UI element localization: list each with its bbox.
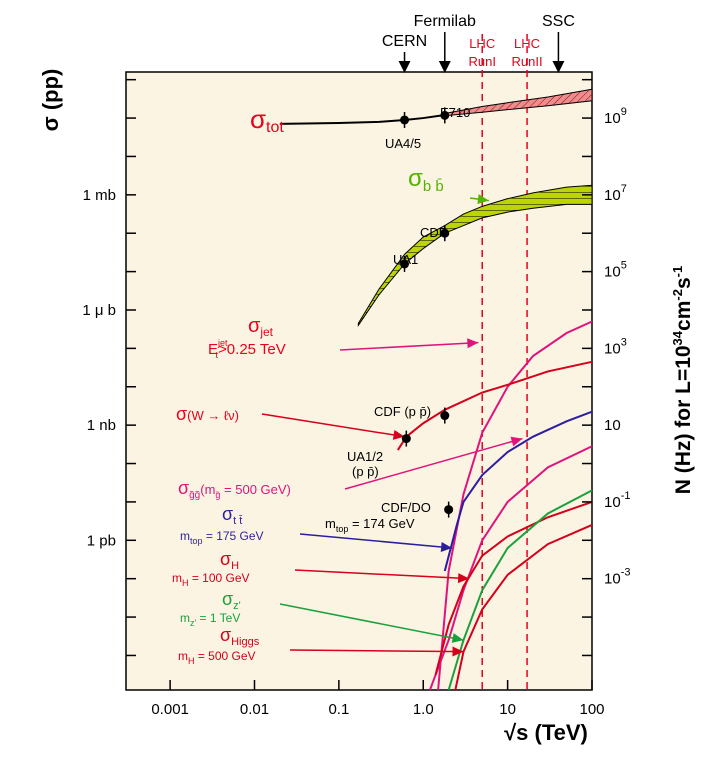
x-tick-label-3: 0.1 <box>328 701 349 718</box>
label-ua1-bb: UA1 <box>393 252 418 267</box>
arrow-tt-line <box>299 533 453 549</box>
label-ua12-2: (p p̄) <box>352 464 379 479</box>
data-points <box>400 107 454 518</box>
label-mtop-175: mtop = 175 GeV <box>180 529 264 546</box>
label-sigma-bb: σb b̄ <box>408 165 444 195</box>
y-right-tick-label-2: 107 <box>604 183 627 204</box>
label-mh-100: mH = 100 GeV <box>172 571 250 588</box>
y-left-tick-label-3: 1 nb <box>87 417 116 434</box>
x-tick-label-5: 10 <box>499 701 516 718</box>
label-sigma-gg: σg̃g̃(mg̃ = 500 GeV) <box>178 478 291 501</box>
data-point-2 <box>440 110 450 120</box>
data-point-1 <box>400 115 410 125</box>
arrow-w-head <box>392 429 405 440</box>
series-group <box>279 88 593 691</box>
arrow-w-line <box>261 413 405 438</box>
arrow-z-line <box>279 603 464 641</box>
data-point-6 <box>401 434 411 444</box>
y-left-tick-label-2: 1 μ b <box>82 302 116 319</box>
label-sigma-higgs: σHiggs <box>220 625 260 648</box>
series-band--tot-band <box>444 88 593 117</box>
arrow-jet-line <box>339 341 479 351</box>
x-tick-label-6: 100 <box>579 701 604 718</box>
lhc-run-label-2: RunII <box>512 54 543 69</box>
y-right-tick-label-5: 10 <box>604 417 621 434</box>
y-right-tick-label-6: 10-1 <box>604 490 630 511</box>
top-marker-label-1: CERN <box>382 33 427 50</box>
y-left-ticks: 1 mb 1 μ b 1 nb 1 pb <box>82 78 136 657</box>
label-jet-cut: Ejet t>0.25 TeV <box>208 338 286 360</box>
lhc-label-2: LHC <box>514 36 540 51</box>
data-point-3 <box>400 259 410 269</box>
label-sigma-tot: σtot <box>250 104 284 136</box>
data-point-7 <box>444 505 454 515</box>
arrow-h-line <box>294 569 470 580</box>
x-tick-label-1: 0.001 <box>151 701 189 718</box>
series-line--tot <box>279 114 445 125</box>
y2-axis-title: N (Hz) for L=1034cm-2s-1 <box>670 266 695 494</box>
label-cdf-do-2: mtop = 174 GeV <box>325 516 415 534</box>
arrow-tt-head <box>440 541 453 552</box>
x-tick-label-4: 1.0 <box>413 701 434 718</box>
lhc-run-label-1: RunI <box>468 54 495 69</box>
label-cdf-do-1: CDF/DO <box>381 500 431 515</box>
x-axis-title: √s (TeV) <box>504 720 588 745</box>
arrow-bb-head <box>477 194 489 205</box>
x-tick-label-2: 0.01 <box>240 701 269 718</box>
arrow-gg-line <box>344 437 523 490</box>
data-point-4 <box>440 228 450 238</box>
label-ua12-1: UA1/2 <box>347 449 383 464</box>
label-e710: E710 <box>440 105 470 120</box>
y-right-ticks: 109 107 105 103 10 10-1 10-3 <box>582 78 630 657</box>
y-right-tick-label-4: 103 <box>604 336 627 357</box>
arrow-z-head <box>451 633 464 643</box>
y-right-tick-label-3: 105 <box>604 260 627 281</box>
label-mz-1: mz' = 1 TeV <box>180 611 240 628</box>
x-ticks: 0.001 0.01 0.1 1.0 10 100 <box>151 680 605 718</box>
arrow-jet-head <box>467 338 479 349</box>
series-line--higgs-m-h-500-gev- <box>454 524 593 691</box>
label-sigma-z: σz' <box>222 589 241 612</box>
label-sigma-tt: σt t̄ <box>222 504 243 527</box>
y-right-tick-label-7: 10-3 <box>604 567 630 588</box>
top-marker-label-2: Fermilab <box>414 13 476 30</box>
label-sigma-h: σH <box>220 549 239 572</box>
top-marker-label-3: SSC <box>542 13 575 30</box>
lhc-label-1: LHC <box>469 36 495 51</box>
series-line--jet-e-t-jet-0-25-tev- <box>437 320 593 691</box>
label-sigma-jet: σjet <box>248 315 274 339</box>
series-line--t-t- <box>443 410 593 572</box>
arrow-gg-head <box>510 436 523 447</box>
series-line--h-m-h-100-gev- <box>434 500 593 675</box>
y-axis-title: σ (pp) <box>38 69 63 132</box>
series-line--g-g-m-g-500-gev- <box>428 445 593 691</box>
y-left-tick-label-1: 1 mb <box>83 187 116 204</box>
label-mh-500: mH = 500 GeV <box>178 649 256 666</box>
arrow-higgs-head <box>452 646 464 657</box>
plot-area <box>125 71 593 691</box>
top-markers: CERN Fermilab SSC <box>382 13 575 73</box>
series-band--b-b- <box>357 184 593 327</box>
series-line--w- <box>397 360 593 451</box>
data-point-5 <box>440 411 450 421</box>
y-left-tick-label-4: 1 pb <box>87 532 116 549</box>
label-cdf-bb: CDF <box>420 225 447 240</box>
y-right-tick-label-1: 109 <box>604 106 627 127</box>
label-cdf-pp: CDF (p p̄) <box>374 404 431 419</box>
annotation-arrows <box>261 194 523 657</box>
series-line--z-m-z-1-tev- <box>447 489 593 691</box>
arrow-higgs-line <box>289 649 464 653</box>
label-sigma-w: σ(W → ℓν) <box>176 404 239 424</box>
arrow-h-head <box>457 573 470 584</box>
label-ua45: UA4/5 <box>385 136 421 151</box>
